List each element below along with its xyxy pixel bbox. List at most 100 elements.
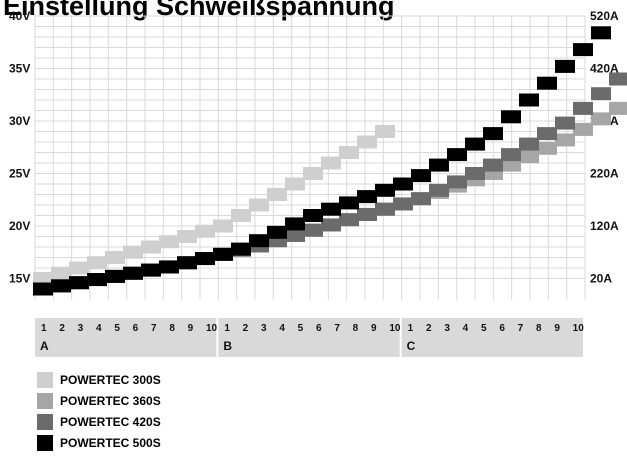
series-mark: [123, 266, 143, 280]
series-mark: [537, 76, 557, 90]
series-mark: [609, 72, 627, 86]
series-mark: [375, 125, 395, 138]
series-mark: [105, 269, 125, 283]
series-mark: [69, 261, 89, 275]
x-tick-label: 8: [536, 323, 542, 334]
legend-label: POWERTEC 360S: [60, 394, 161, 408]
x-tick-label: 1: [41, 323, 47, 334]
series-mark: [195, 224, 215, 238]
x-tick-label: 6: [316, 323, 322, 334]
series-mark: [591, 87, 611, 101]
series-mark: [519, 150, 539, 164]
x-tick-label: 10: [573, 323, 585, 334]
series-mark: [573, 43, 593, 57]
series-mark: [429, 183, 449, 197]
series-mark: [591, 112, 611, 126]
series-mark: [105, 251, 125, 264]
x-tick-label: 5: [298, 323, 304, 334]
x-tick-label: 6: [133, 323, 139, 334]
legend-swatch: [37, 435, 53, 451]
series-mark: [303, 223, 323, 237]
series-mark: [555, 59, 575, 73]
series-mark: [159, 235, 179, 249]
legend-swatch: [37, 414, 53, 430]
y-tick-label-right: 20A: [590, 272, 612, 286]
x-tick-label: 5: [481, 323, 487, 334]
x-tick-label: 2: [243, 323, 249, 334]
x-tick-label: 4: [279, 323, 285, 334]
series-mark: [555, 116, 575, 130]
series-mark: [357, 207, 377, 221]
x-tick-label: 4: [463, 323, 469, 334]
series-mark: [213, 247, 233, 261]
y-tick-label-left: 15V: [9, 272, 30, 286]
x-group-band: [401, 318, 583, 357]
x-tick-label: 3: [444, 323, 450, 334]
series-mark: [249, 234, 269, 248]
y-tick-label-left: 20V: [9, 219, 30, 233]
y-tick-label-left: 25V: [9, 167, 30, 181]
series-mark: [303, 209, 323, 222]
x-tick-label: 9: [554, 323, 560, 334]
series-mark: [411, 169, 431, 183]
series-mark: [609, 101, 627, 115]
x-tick-label: 10: [389, 323, 401, 334]
x-group-label: B: [223, 339, 232, 353]
legend-label: POWERTEC 300S: [60, 373, 161, 387]
series-mark: [393, 197, 413, 211]
series-mark: [501, 110, 521, 124]
x-group-label: A: [40, 339, 49, 353]
series-mark: [519, 137, 539, 151]
x-tick-label: 3: [78, 323, 84, 334]
series-mark: [159, 260, 179, 274]
series-mark: [231, 242, 251, 256]
y-tick-label-left: 40V: [9, 9, 30, 23]
series-mark: [519, 93, 539, 107]
series-mark: [267, 188, 287, 201]
series-mark: [339, 213, 359, 227]
series-mark: [177, 230, 197, 243]
x-tick-label: 8: [169, 323, 175, 334]
series-mark: [231, 209, 251, 222]
x-tick-label: 3: [261, 323, 267, 334]
series-mark: [465, 137, 485, 151]
series-mark: [591, 26, 611, 40]
series-mark: [357, 135, 377, 149]
series-mark: [357, 190, 377, 204]
y-tick-label-right: 120A: [590, 219, 619, 233]
series-mark: [573, 122, 593, 136]
x-tick-label: 10: [206, 323, 218, 334]
x-tick-label: 7: [334, 323, 340, 334]
series-mark: [141, 263, 161, 277]
x-tick-label: 1: [224, 323, 230, 334]
series-mark: [321, 218, 341, 232]
series-mark: [285, 177, 305, 191]
series-mark: [483, 158, 503, 172]
series-mark: [285, 217, 305, 231]
series-mark: [51, 279, 71, 293]
series-mark: [429, 158, 449, 172]
series-mark: [573, 101, 593, 115]
series-mark: [69, 276, 89, 290]
x-tick-label: 7: [518, 323, 524, 334]
x-group-band: [218, 318, 400, 357]
series-mark: [447, 148, 467, 162]
series-mark: [33, 272, 53, 285]
series-mark: [537, 141, 557, 155]
x-tick-label: 5: [114, 323, 120, 334]
series-mark: [339, 196, 359, 210]
x-tick-label: 7: [151, 323, 157, 334]
x-tick-label: 2: [426, 323, 432, 334]
series-mark: [267, 225, 287, 239]
series-mark: [87, 256, 107, 270]
series-mark: [87, 273, 107, 287]
series-mark: [501, 158, 521, 172]
y-tick-label-left: 35V: [9, 62, 30, 76]
legend-label: POWERTEC 500S: [60, 436, 161, 450]
y-tick-label-right: 420A: [590, 62, 619, 76]
x-tick-label: 9: [371, 323, 377, 334]
series-mark: [501, 148, 521, 162]
legend-swatch: [37, 372, 53, 388]
